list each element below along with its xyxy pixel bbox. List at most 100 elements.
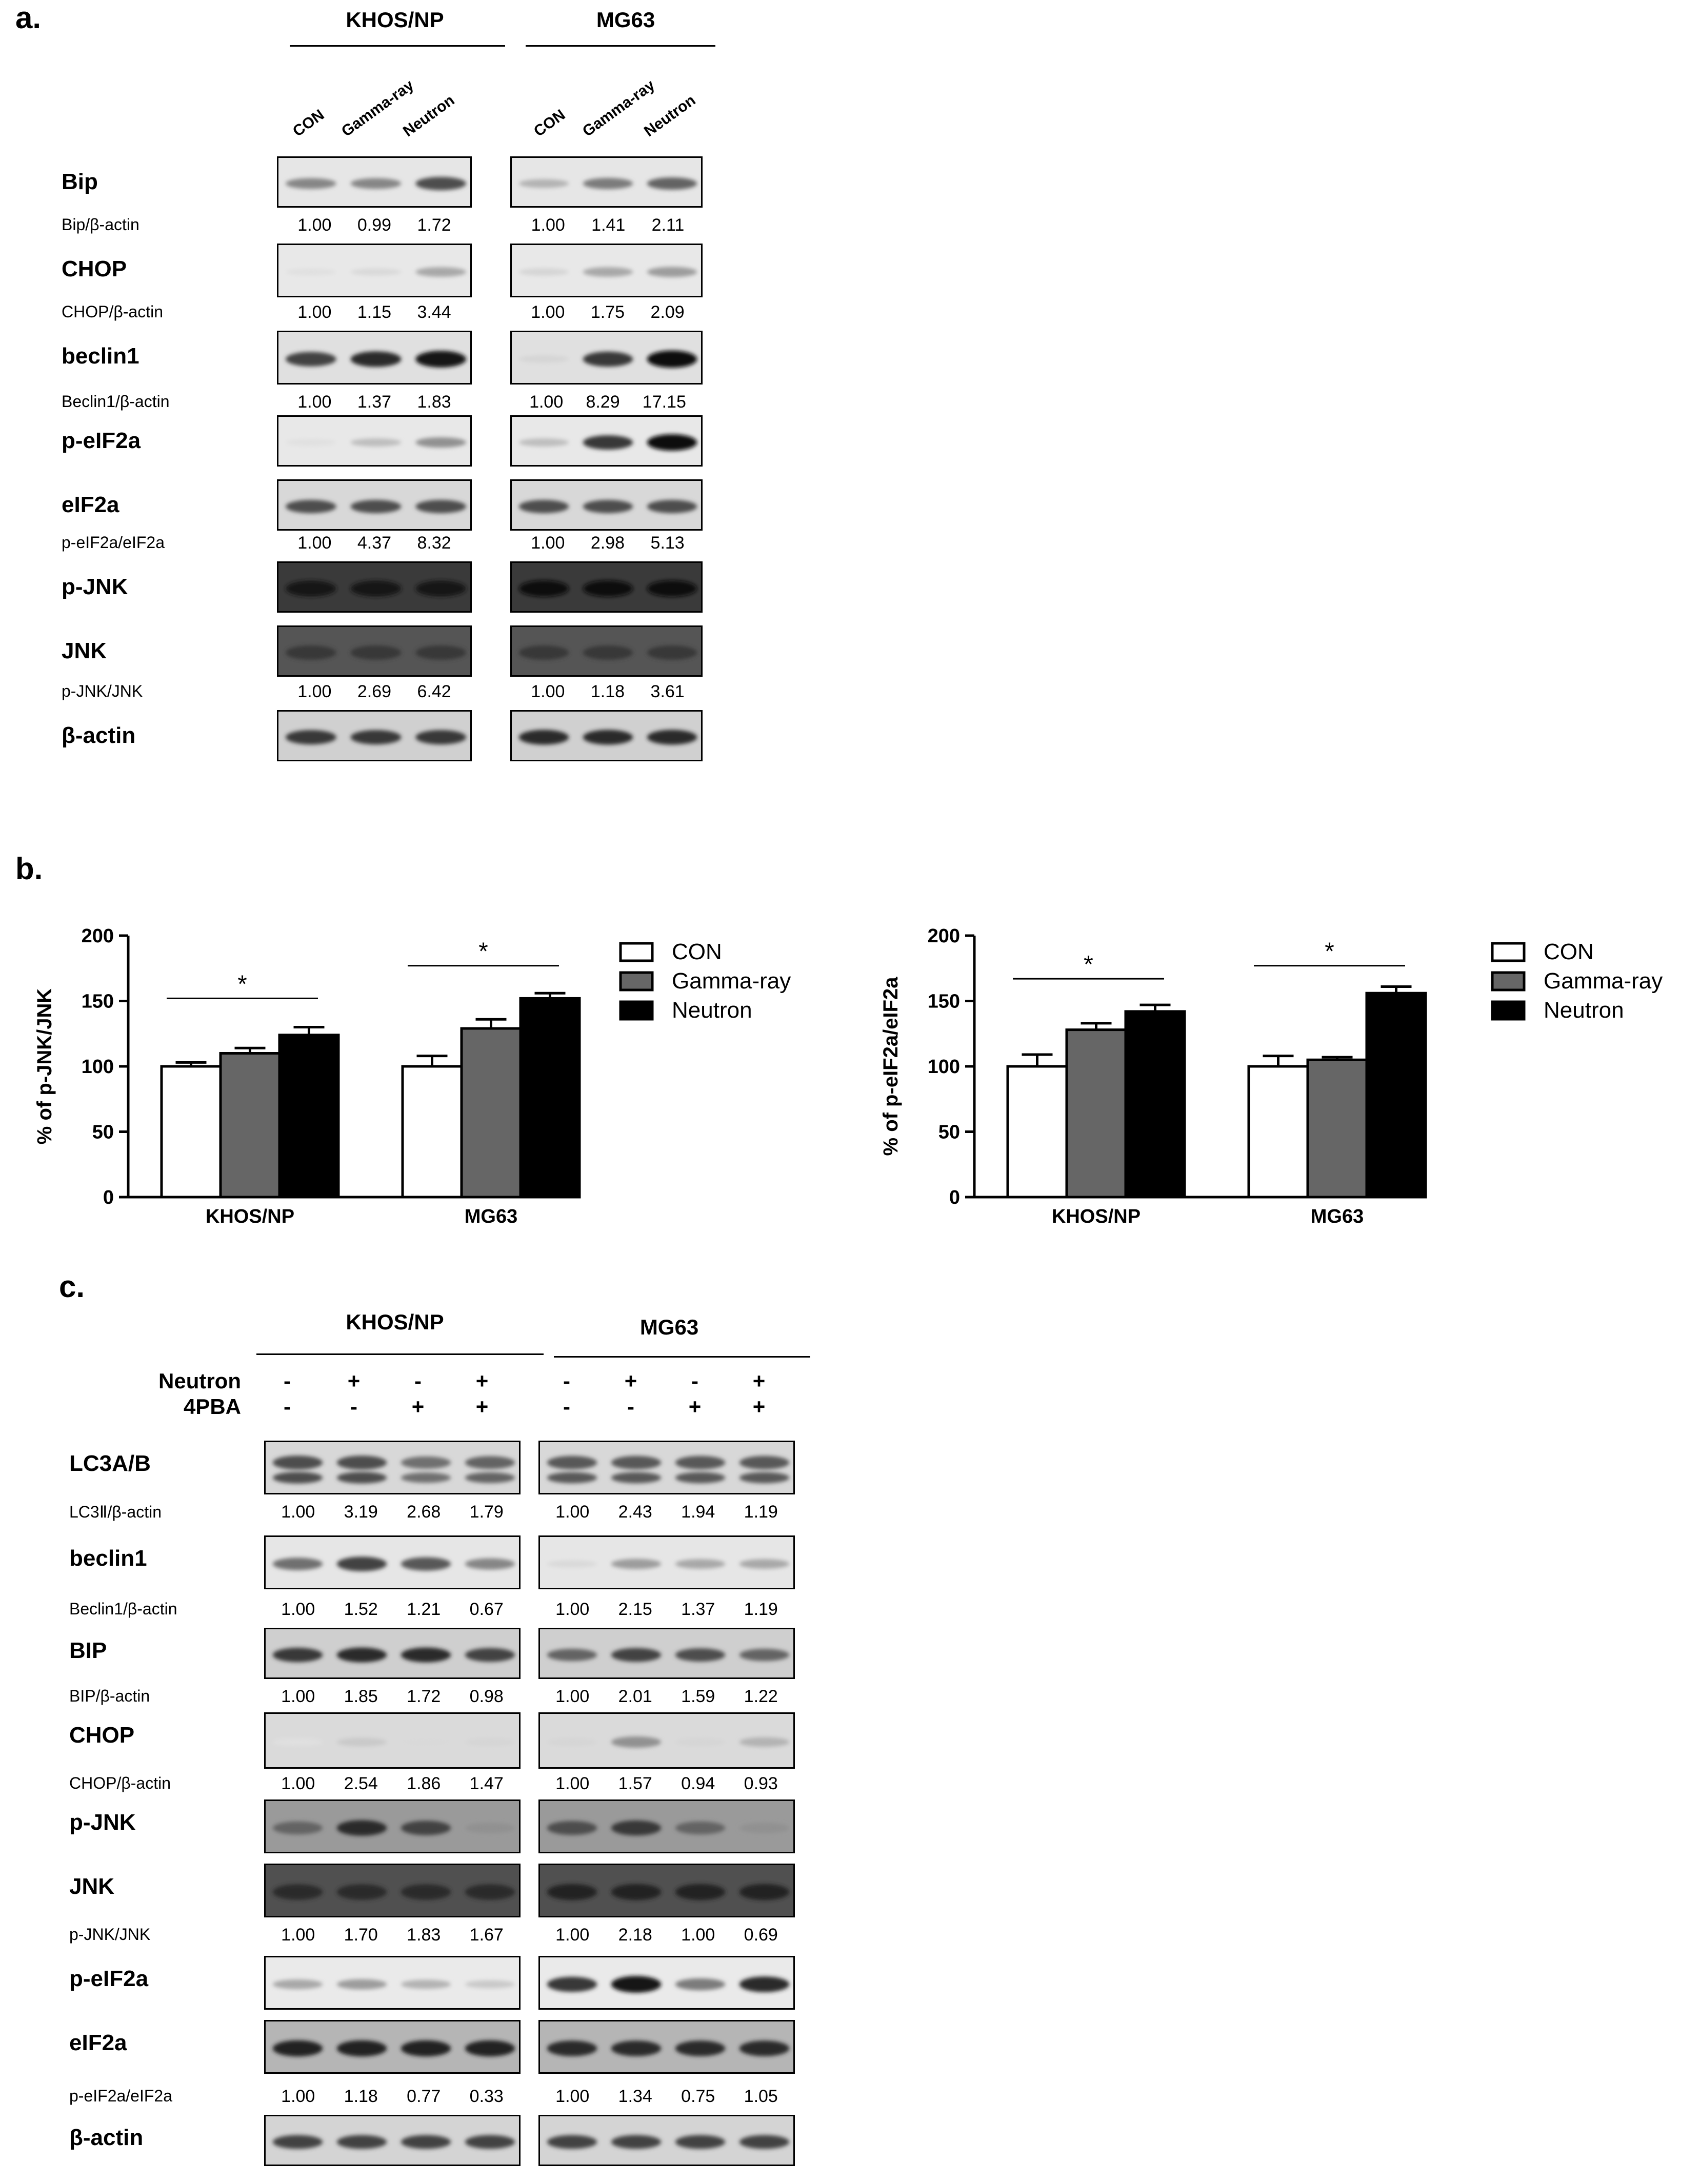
band (518, 179, 569, 188)
ratio-value: 1.00 (555, 2087, 590, 2106)
bar-con (1006, 1065, 1068, 1199)
ratio-value: 1.00 (297, 392, 332, 412)
y-tick-label: 50 (938, 1122, 960, 1143)
ratio-value: 1.15 (357, 302, 392, 322)
blot-c-khos-3 (264, 1712, 521, 1769)
ratio-value: 8.29 (586, 392, 620, 412)
band (583, 500, 633, 513)
bar-con (160, 1065, 222, 1199)
protein-label: p-eIF2a (62, 428, 141, 453)
ratio-values-khos: 1.00 1.37 1.83 (285, 392, 464, 412)
protein-label: CHOP (69, 1723, 135, 1748)
band (739, 1737, 790, 1747)
band (583, 351, 633, 367)
band (611, 1648, 662, 1662)
band (401, 2135, 451, 2149)
band (739, 1649, 790, 1661)
band (583, 645, 633, 660)
band (350, 351, 402, 367)
ratio-value: 1.00 (297, 215, 332, 235)
band (547, 1455, 597, 1470)
band-lower (611, 1472, 662, 1484)
bar-neutron (1124, 1010, 1186, 1199)
band (518, 580, 569, 597)
protein-label: Bip (62, 169, 98, 194)
band (739, 1823, 790, 1833)
band-lower (547, 1472, 597, 1484)
band (272, 1455, 323, 1470)
ratio-values-mg63: 1.00 2.98 5.13 (518, 533, 697, 553)
ratio-values-khos: 1.00 1.85 1.72 0.98 (267, 1687, 518, 1707)
band (401, 1884, 451, 1900)
band (285, 178, 336, 189)
protein-label: p-eIF2a (69, 1966, 149, 1991)
ratio-value: 2.18 (618, 1925, 652, 1945)
condition-sign: - (563, 1394, 570, 1419)
band (415, 645, 467, 660)
band (583, 730, 633, 745)
bar-con (1247, 1065, 1309, 1199)
blot-a-mg63-2 (510, 331, 703, 385)
ratio-value: 1.59 (681, 1687, 715, 1706)
blot-c-khos-5 (264, 1864, 521, 1917)
ratio-value: 6.42 (417, 682, 451, 701)
band (647, 434, 697, 451)
band (350, 438, 402, 447)
panel-a-group-khos-line (290, 45, 505, 47)
band (465, 2135, 515, 2149)
ratio-label: Beclin1/β-actin (62, 392, 170, 411)
y-tick-label: 200 (928, 925, 960, 947)
ratio-value: 0.98 (469, 1687, 504, 1706)
panel-a-group-mg63-line (526, 45, 715, 47)
y-tick-label: 150 (928, 991, 960, 1013)
significance-star: * (1325, 938, 1334, 965)
ratio-value: 1.00 (281, 1600, 315, 1619)
protein-label: p-JNK (69, 1810, 136, 1835)
band (675, 1455, 726, 1470)
ratio-value: 1.00 (555, 1600, 590, 1619)
lane-label-con: CON (531, 106, 569, 140)
band (415, 177, 467, 190)
blot-a-khos-5 (277, 561, 472, 613)
band (272, 1884, 323, 1900)
blot-c-mg63-8 (538, 2115, 795, 2166)
ratio-value: 0.94 (681, 1774, 715, 1793)
ratio-value: 1.70 (344, 1925, 378, 1945)
ratio-value: 0.77 (407, 2087, 441, 2106)
band (415, 500, 467, 513)
ratio-value: 2.01 (618, 1687, 652, 1706)
blot-a-mg63-6 (510, 625, 703, 677)
legend-swatch (619, 971, 654, 992)
blot-c-mg63-6 (538, 1956, 795, 2010)
band (611, 2135, 662, 2149)
ratio-value: 1.72 (417, 215, 451, 235)
ratio-value: 1.00 (529, 392, 564, 412)
ratio-value: 1.00 (297, 682, 332, 701)
panel-a-letter: a. (15, 1, 42, 35)
ratio-value: 1.00 (281, 1687, 315, 1706)
ratio-value: 2.69 (357, 682, 392, 701)
ratio-values-mg63: 1.00 1.41 2.11 (518, 215, 697, 235)
ratio-values-khos: 1.00 4.37 8.32 (285, 533, 464, 553)
ratio-value: 1.00 (555, 1687, 590, 1706)
category-label: MG63 (1311, 1206, 1364, 1227)
ratio-values-mg63: 1.00 1.57 0.94 0.93 (541, 1774, 792, 1794)
band (465, 1558, 515, 1570)
band (675, 1821, 726, 1835)
panel-b-letter: b. (15, 852, 43, 886)
band (415, 580, 467, 597)
ratio-value: 17.15 (642, 392, 686, 412)
band (647, 350, 697, 368)
ratio-values-khos: 1.00 2.54 1.86 1.47 (267, 1774, 518, 1794)
y-tick-label: 50 (92, 1122, 114, 1143)
protein-label: eIF2a (69, 2030, 127, 2055)
bar-neutron (278, 1034, 340, 1199)
ratio-values-khos: 1.00 1.52 1.21 0.67 (267, 1600, 518, 1620)
ratio-label: LC3Ⅱ/β-actin (69, 1503, 162, 1521)
band (465, 2040, 515, 2057)
band (547, 1976, 597, 1992)
ratio-value: 1.00 (297, 302, 332, 322)
ratio-value: 2.54 (344, 1774, 378, 1793)
band (285, 730, 336, 744)
band (272, 2135, 323, 2149)
